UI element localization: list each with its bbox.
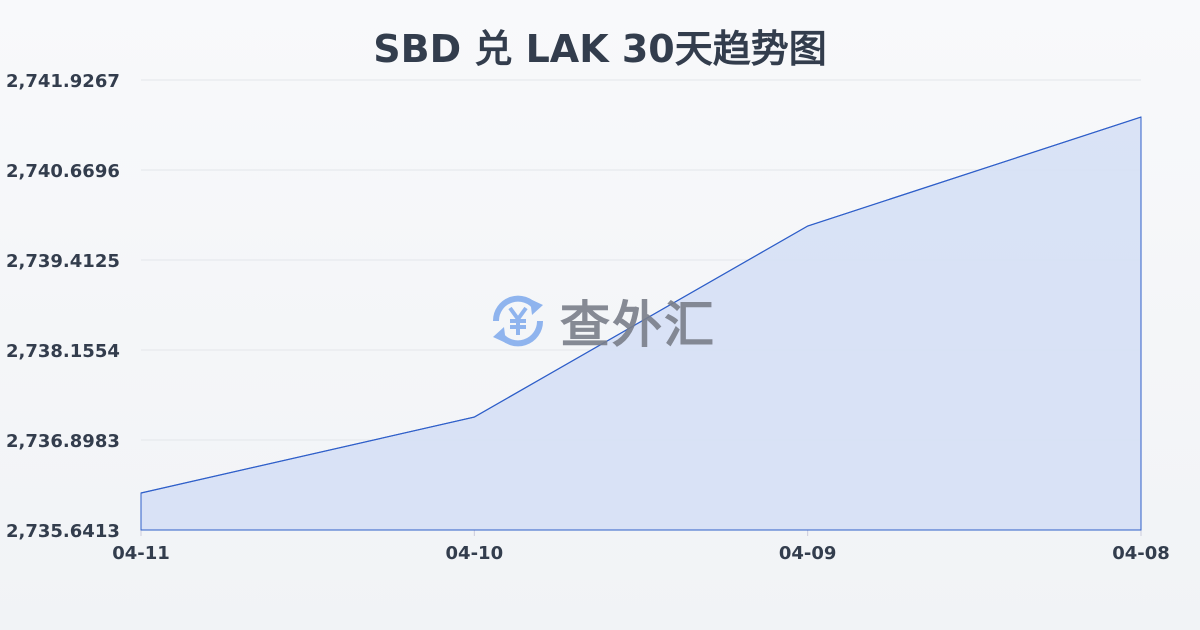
chart-title: SBD 兑 LAK 30天趋势图 [373,27,827,71]
y-tick-label: 2,736.8983 [6,431,120,452]
data-point [807,225,809,227]
y-tick-label: 2,740.6696 [6,161,120,182]
x-tick-label: 04-11 [112,543,170,564]
y-tick-label: 2,741.9267 [6,71,120,92]
x-tick-label: 04-08 [1112,543,1170,564]
y-tick-label: 2,739.4125 [6,251,120,272]
x-tick-label: 04-09 [779,543,837,564]
y-tick-label: 2,735.6413 [6,521,120,542]
data-point [1140,116,1142,118]
x-tick-label: 04-10 [446,543,504,564]
data-point [473,416,475,418]
data-point [140,492,142,494]
watermark-logo: 查外汇 [488,285,716,357]
y-tick-label: 2,738.1554 [6,341,120,362]
yen-exchange-icon [492,295,544,347]
watermark-text: 查外汇 [560,296,716,354]
series-line [140,116,1142,494]
